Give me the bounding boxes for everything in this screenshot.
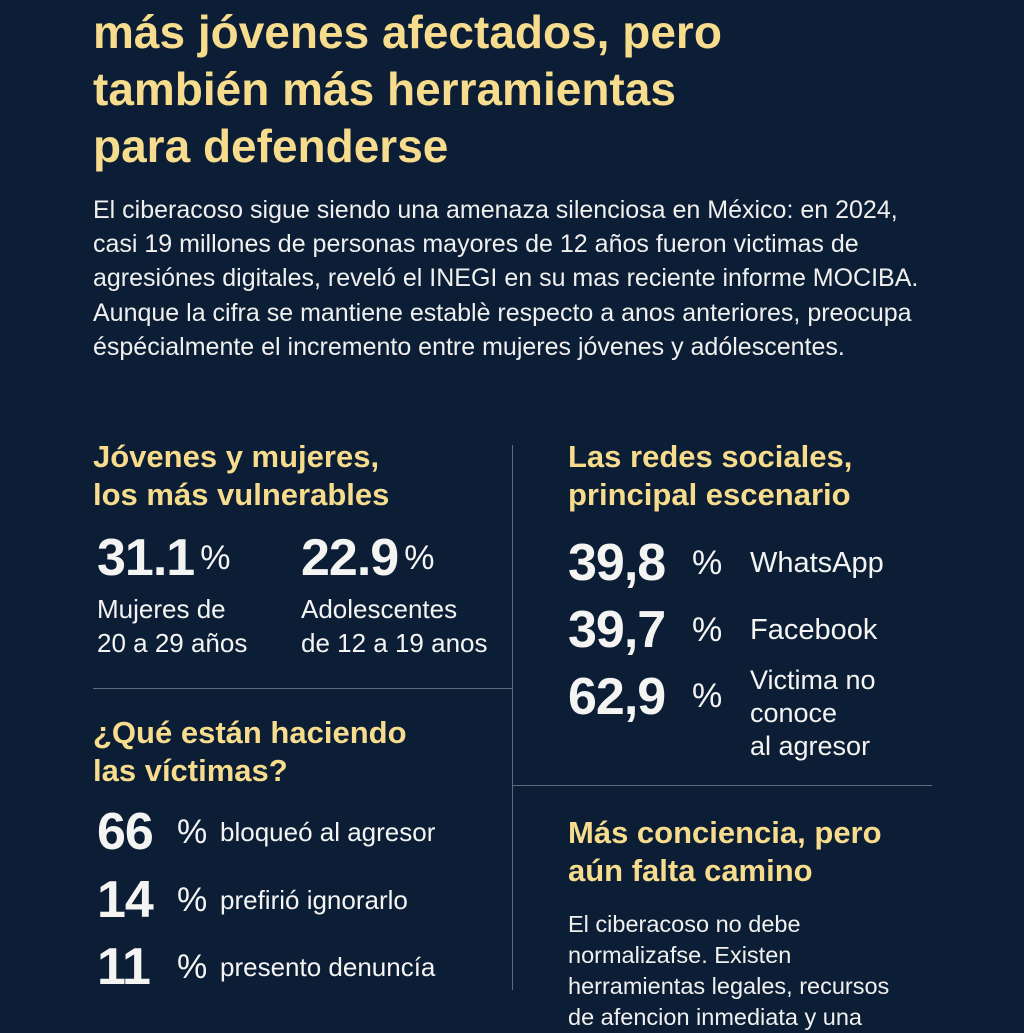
heading-line: ¿Qué están haciendo bbox=[93, 715, 407, 750]
vulnerable-heading: Jóvenes y mujeres, los más vulnerables bbox=[93, 438, 389, 514]
text-line: normalizafse. Existen bbox=[568, 942, 792, 968]
stat-unit: % bbox=[177, 947, 208, 986]
text-line: herramientas legales, recursos bbox=[568, 973, 890, 999]
text-line: El ciberacoso no debe bbox=[568, 911, 801, 937]
awareness-heading: Más conciencia, pero aún falta camino bbox=[568, 814, 882, 890]
title-line: para defenderse bbox=[93, 120, 449, 172]
stat-value: 39,8 bbox=[568, 534, 666, 592]
action-stat: 14% prefirió ignorarlo bbox=[97, 870, 408, 930]
awareness-text: El ciberacoso no debe normalizafse. Exis… bbox=[568, 909, 889, 1033]
main-title: más jóvenes afectados, pero también más … bbox=[93, 4, 953, 175]
stat-unit: % bbox=[177, 812, 208, 851]
stat-unit: % bbox=[692, 677, 723, 715]
stat-unit: % bbox=[177, 880, 208, 919]
heading-line: principal escenario bbox=[568, 477, 851, 512]
heading-line: Más conciencia, pero bbox=[568, 815, 882, 850]
stat-value: 22.9 bbox=[301, 529, 399, 587]
stat-label: prefirió ignorarlo bbox=[220, 885, 408, 915]
stat-label: Adolescentes bbox=[301, 594, 458, 624]
intro-paragraph: El ciberacoso sigue siendo una amenaza s… bbox=[93, 196, 919, 361]
social-stat-unknown-aggressor: 62,9% Victima no conoce al agresor bbox=[568, 665, 876, 763]
stat-label: bloqueó al agresor bbox=[220, 817, 436, 847]
text-line: de afencion inmediata y una bbox=[568, 1004, 862, 1030]
stat-adolescents: 22.9% Adolescentes de 12 a 19 anos bbox=[301, 528, 488, 660]
title-line: también más herramientas bbox=[93, 63, 676, 115]
stat-unit: % bbox=[404, 538, 435, 577]
stat-women: 31.1% Mujeres de 20 a 29 años bbox=[97, 528, 247, 660]
stat-value: 62,9 bbox=[568, 668, 666, 726]
stat-label: Victima no bbox=[750, 665, 876, 695]
stat-label: WhatsApp bbox=[750, 547, 884, 579]
heading-line: aún falta camino bbox=[568, 853, 813, 888]
stat-label: al agresor bbox=[750, 731, 871, 761]
stat-value: 14 bbox=[97, 871, 154, 929]
social-stat-whatsapp: 39,8% WhatsApp bbox=[568, 533, 884, 593]
stat-unit: % bbox=[692, 543, 723, 582]
action-stat: 66% bloqueó al agresor bbox=[97, 802, 435, 862]
left-divider bbox=[93, 688, 512, 689]
actions-heading: ¿Qué están haciendo las víctimas? bbox=[93, 714, 407, 790]
stat-value: 66 bbox=[97, 803, 154, 861]
stat-label: presento denuncía bbox=[220, 952, 436, 982]
right-divider bbox=[512, 785, 932, 786]
stat-unit: % bbox=[692, 610, 723, 649]
vertical-divider bbox=[512, 445, 513, 990]
stat-label: de 12 a 19 anos bbox=[301, 628, 488, 658]
title-line: más jóvenes afectados, pero bbox=[93, 6, 722, 58]
heading-line: las víctimas? bbox=[93, 753, 288, 788]
action-stat: 11% presento denuncía bbox=[97, 937, 435, 997]
social-heading: Las redes sociales, principal escenario bbox=[568, 438, 852, 514]
stat-label: conoce bbox=[750, 698, 838, 728]
stat-value: 11 bbox=[97, 938, 151, 996]
heading-line: Las redes sociales, bbox=[568, 439, 853, 474]
stat-value: 39,7 bbox=[568, 601, 666, 659]
stat-label: Mujeres de bbox=[97, 594, 226, 624]
stat-unit: % bbox=[200, 538, 231, 577]
stat-value: 31.1 bbox=[97, 529, 195, 587]
heading-line: los más vulnerables bbox=[93, 477, 390, 512]
heading-line: Jóvenes y mujeres, bbox=[93, 439, 380, 474]
stat-label: 20 a 29 años bbox=[97, 628, 248, 658]
stat-label: Facebook bbox=[750, 614, 878, 646]
social-stat-facebook: 39,7% Facebook bbox=[568, 600, 877, 660]
